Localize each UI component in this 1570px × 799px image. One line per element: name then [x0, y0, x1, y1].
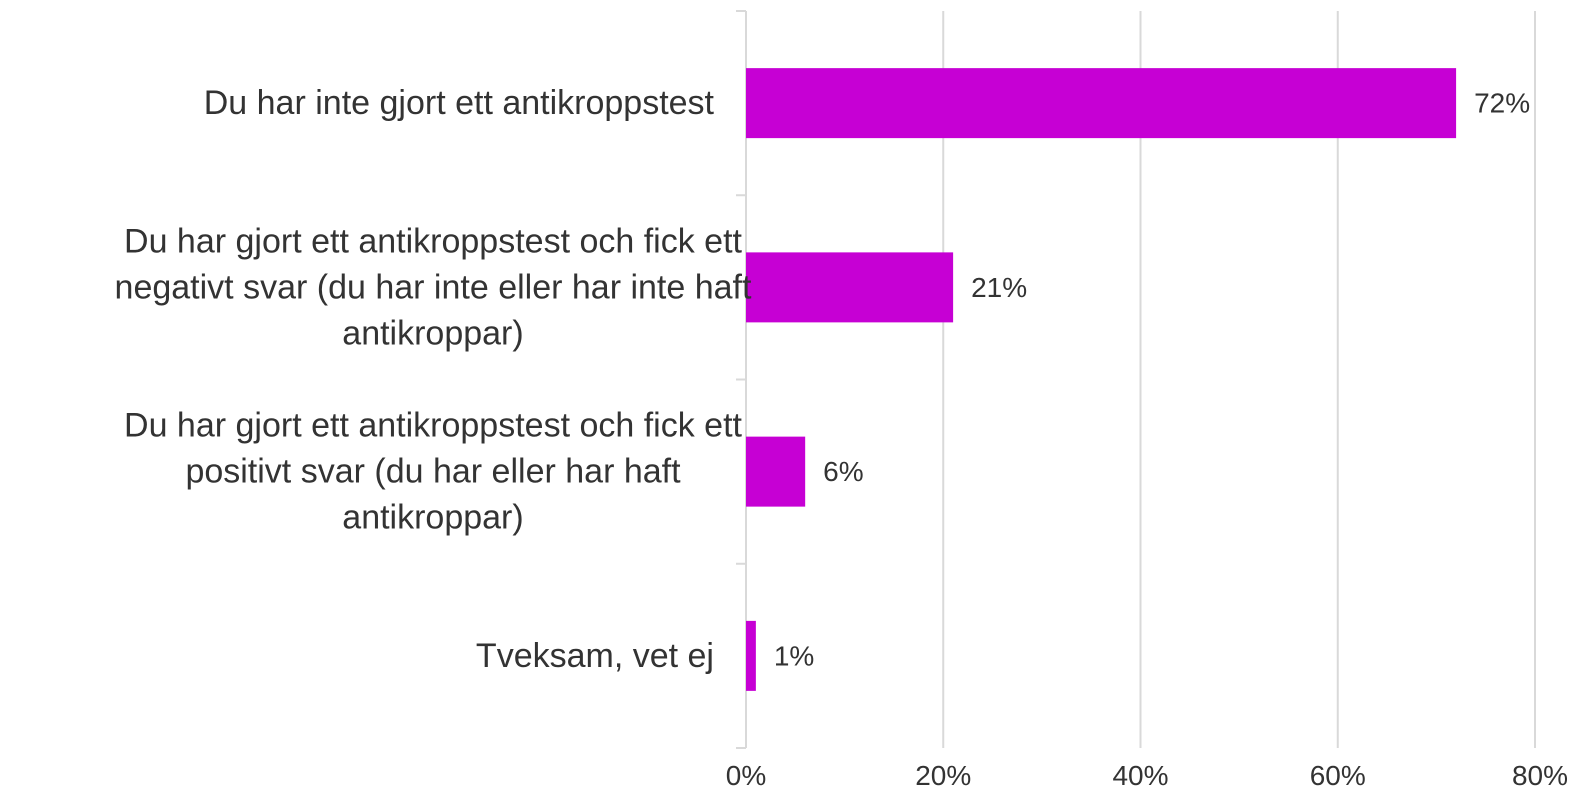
data-label: 6% [823, 456, 863, 487]
category-label-line: Du har gjort ett antikroppstest och fick… [124, 407, 743, 445]
x-tick-label: 60% [1310, 760, 1366, 791]
bar [746, 436, 806, 507]
category-label-line: antikroppar) [342, 499, 523, 537]
x-tick-labels: 0% 20% 40% 60% 80% [726, 760, 1568, 791]
x-tick-label: 20% [915, 760, 971, 791]
category-label: Tveksam, vet ej [476, 637, 714, 675]
bar [746, 68, 1457, 139]
data-label: 1% [774, 640, 814, 671]
data-label: 72% [1474, 88, 1530, 119]
category-axis [736, 10, 747, 749]
bar [746, 620, 756, 691]
data-labels: 72% 21% 6% 1% [774, 88, 1530, 672]
category-label: Du har gjort ett antikroppstest och fick… [115, 222, 752, 352]
bars [746, 68, 1457, 691]
category-label: Du har inte gjort ett antikroppstest [204, 84, 715, 122]
category-label-line: Tveksam, vet ej [476, 637, 714, 675]
x-tick-label: 0% [726, 760, 766, 791]
bar [746, 252, 954, 323]
category-label: Du har gjort ett antikroppstest och fick… [124, 407, 743, 537]
x-tick-label: 40% [1112, 760, 1168, 791]
data-label: 21% [971, 272, 1027, 303]
category-label-line: Du har gjort ett antikroppstest och fick… [124, 222, 743, 260]
category-label-line: positivt svar (du har eller har haft [185, 453, 681, 491]
category-label-line: Du har inte gjort ett antikroppstest [204, 84, 715, 122]
x-tick-label: 80% [1512, 760, 1568, 791]
category-label-line: negativt svar (du har inte eller har int… [115, 268, 752, 306]
category-labels: Du har inte gjort ett antikroppstest Du h… [115, 84, 752, 675]
category-label-line: antikroppar) [342, 314, 523, 352]
